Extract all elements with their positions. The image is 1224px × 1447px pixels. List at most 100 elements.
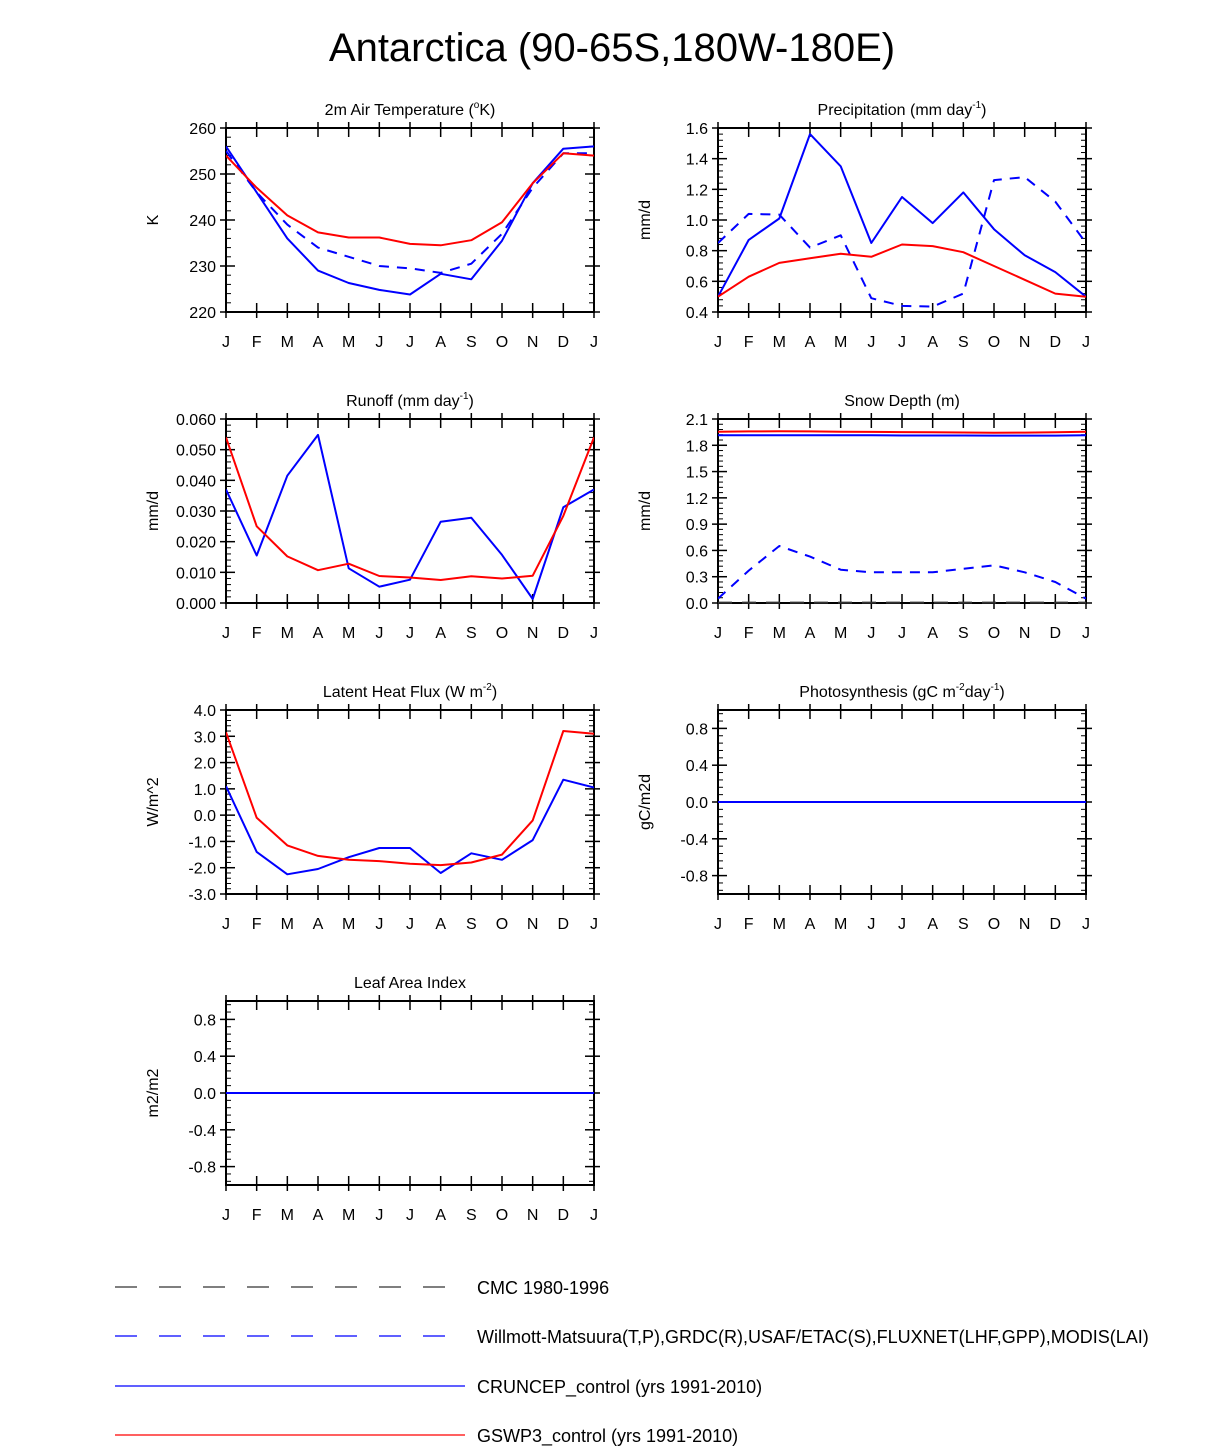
x-tick-label: A bbox=[435, 916, 446, 933]
y-tick-label: 1.8 bbox=[686, 438, 708, 455]
y-tick-label: 0.0 bbox=[194, 808, 216, 825]
plot-frame bbox=[225, 127, 595, 313]
x-tick-label: J bbox=[406, 916, 414, 933]
y-axis-label: gC/m2d bbox=[637, 774, 654, 830]
x-tick-label: A bbox=[313, 334, 324, 351]
series-line-gswp3 bbox=[226, 152, 594, 247]
x-tick-label: N bbox=[1019, 625, 1031, 642]
x-tick-label: F bbox=[252, 334, 262, 351]
x-tick-label: A bbox=[435, 1207, 446, 1224]
x-tick-label: M bbox=[773, 916, 786, 933]
x-tick-label: O bbox=[496, 334, 508, 351]
y-tick-label: 3.0 bbox=[194, 729, 216, 746]
y-tick-label: 2.1 bbox=[686, 412, 708, 429]
panel-snow: Snow Depth (m) mm/d 0.0 0.3 0.6 0.9 1.2 1.5 1.8 2… bbox=[637, 393, 1092, 642]
y-tick-label: 0.060 bbox=[176, 412, 216, 429]
x-tick-label: J bbox=[375, 625, 383, 642]
x-tick-label: O bbox=[496, 916, 508, 933]
x-tick-label: J bbox=[714, 625, 722, 642]
plot-frame bbox=[225, 418, 595, 604]
x-tick-label: N bbox=[1019, 334, 1031, 351]
x-tick-label: M bbox=[773, 625, 786, 642]
x-tick-label: J bbox=[590, 334, 598, 351]
x-tick-label: J bbox=[867, 916, 875, 933]
x-tick-label: J bbox=[222, 334, 230, 351]
x-tick-label: S bbox=[466, 334, 477, 351]
x-tick-label: M bbox=[834, 334, 847, 351]
chart-panels: 2m Air Temperature (oK) K 220 230 240 250 260 J… bbox=[145, 100, 1092, 1224]
y-tick-label: 260 bbox=[189, 121, 216, 138]
x-tick-label: M bbox=[834, 916, 847, 933]
x-tick-label: M bbox=[342, 334, 355, 351]
x-tick-label: J bbox=[590, 625, 598, 642]
x-tick-label: A bbox=[435, 334, 446, 351]
y-tick-label: 0.000 bbox=[176, 596, 216, 613]
x-tick-label: J bbox=[714, 334, 722, 351]
x-tick-label: S bbox=[466, 625, 477, 642]
panel-title: Snow Depth (m) bbox=[844, 393, 960, 410]
x-tick-label: J bbox=[898, 334, 906, 351]
y-tick-label: 0.8 bbox=[686, 721, 708, 738]
x-tick-label: J bbox=[406, 334, 414, 351]
y-tick-label: 0.4 bbox=[194, 1049, 216, 1066]
x-tick-label: J bbox=[898, 625, 906, 642]
y-tick-label: 250 bbox=[189, 167, 216, 184]
x-tick-label: F bbox=[744, 916, 754, 933]
x-tick-label: J bbox=[406, 625, 414, 642]
x-tick-label: M bbox=[281, 625, 294, 642]
x-tick-label: M bbox=[342, 916, 355, 933]
x-tick-label: D bbox=[1050, 334, 1062, 351]
x-tick-label: D bbox=[558, 625, 570, 642]
x-tick-label: J bbox=[898, 916, 906, 933]
y-axis-label: mm/d bbox=[637, 491, 654, 531]
x-tick-label: J bbox=[375, 334, 383, 351]
panel-title: Runoff (mm day-1) bbox=[346, 391, 474, 410]
y-tick-label: 220 bbox=[189, 305, 216, 322]
y-tick-label: 0.020 bbox=[176, 535, 216, 552]
y-tick-label: 230 bbox=[189, 259, 216, 276]
series-line-gswp3 bbox=[226, 437, 594, 581]
y-axis-label: K bbox=[145, 214, 162, 225]
x-tick-label: A bbox=[805, 916, 816, 933]
panel-precip: Precipitation (mm day-1) mm/d 0.4 0.6 0.8 1.0… bbox=[637, 100, 1092, 351]
panel-title: Latent Heat Flux (W m-2) bbox=[323, 682, 497, 701]
y-tick-label: -0.4 bbox=[680, 832, 708, 849]
x-tick-label: O bbox=[988, 916, 1000, 933]
x-tick-label: M bbox=[773, 334, 786, 351]
x-tick-label: O bbox=[496, 1207, 508, 1224]
y-axis-label: mm/d bbox=[637, 200, 654, 240]
y-tick-label: 1.4 bbox=[686, 152, 708, 169]
x-tick-label: M bbox=[342, 1207, 355, 1224]
series-line-cruncep bbox=[226, 145, 594, 296]
legend-label-cmc: CMC 1980-1996 bbox=[477, 1278, 609, 1298]
series-line-gswp3 bbox=[718, 430, 1086, 434]
y-tick-label: 0.010 bbox=[176, 565, 216, 582]
panel-lai: Leaf Area Index m2/m2 -0.8 -0.4 0.0 0.4 0.8 J F M… bbox=[145, 975, 600, 1224]
x-tick-label: M bbox=[342, 625, 355, 642]
x-tick-label: F bbox=[744, 625, 754, 642]
y-tick-label: -0.8 bbox=[680, 869, 708, 886]
legend: CMC 1980-1996 Willmott-Matsuura(T,P),GRDC… bbox=[115, 1278, 1149, 1447]
y-axis-label: mm/d bbox=[145, 491, 162, 531]
x-tick-label: J bbox=[222, 625, 230, 642]
y-tick-label: 1.0 bbox=[686, 213, 708, 230]
x-tick-label: J bbox=[590, 1207, 598, 1224]
panel-lhf: Latent Heat Flux (W m-2) W/m^2 -3.0 -2.0 -1.… bbox=[145, 682, 600, 933]
x-tick-label: S bbox=[958, 625, 969, 642]
x-tick-label: J bbox=[590, 916, 598, 933]
y-tick-label: 4.0 bbox=[194, 703, 216, 720]
y-tick-label: 1.0 bbox=[194, 782, 216, 799]
series-line-cruncep bbox=[226, 778, 594, 876]
x-tick-label: J bbox=[406, 1207, 414, 1224]
y-tick-label: 0.050 bbox=[176, 443, 216, 460]
x-tick-label: J bbox=[1082, 625, 1090, 642]
series-line-obs bbox=[718, 176, 1086, 308]
x-tick-label: S bbox=[958, 916, 969, 933]
panel-title: Precipitation (mm day-1) bbox=[818, 100, 987, 119]
x-tick-label: M bbox=[281, 916, 294, 933]
x-tick-label: O bbox=[988, 625, 1000, 642]
panel-title: 2m Air Temperature (oK) bbox=[325, 100, 496, 119]
legend-label-cruncep: CRUNCEP_control (yrs 1991-2010) bbox=[477, 1377, 762, 1398]
x-tick-label: O bbox=[496, 625, 508, 642]
legend-label-gswp3: GSWP3_control (yrs 1991-2010) bbox=[477, 1426, 738, 1447]
